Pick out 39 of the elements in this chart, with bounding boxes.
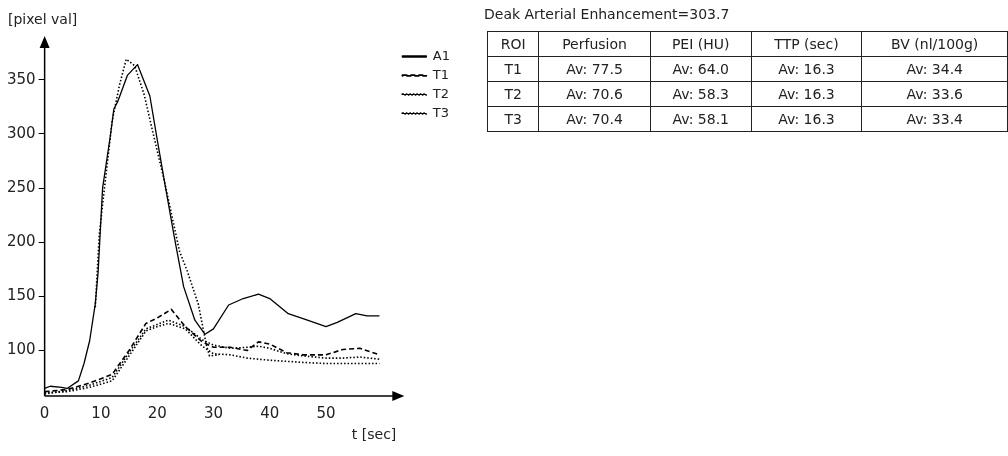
text: Av: 70.6 xyxy=(538,81,651,107)
x-tick-label: 0 xyxy=(39,403,50,422)
text: Deak Arterial Enhancement=303.7 xyxy=(484,6,731,22)
x-axis-title: t [sec] xyxy=(351,425,397,442)
legend-label: T1 xyxy=(431,66,450,82)
text: Av: 33.4 xyxy=(861,106,1008,132)
text: T1 xyxy=(487,56,539,82)
y-axis-title: [pixel val] xyxy=(8,11,78,27)
y-tick-label: 300 xyxy=(6,123,36,142)
text: Av: 58.3 xyxy=(650,81,752,107)
text: Av: 16.3 xyxy=(751,106,862,132)
text: T2 xyxy=(487,81,539,107)
x-tick-label: 50 xyxy=(316,403,336,422)
text: Av: 34.4 xyxy=(861,56,1008,82)
y-tick-label: 100 xyxy=(6,340,36,359)
y-tick-label: 350 xyxy=(6,69,36,88)
y-tick-label: 250 xyxy=(6,177,36,196)
x-tick-label: 10 xyxy=(91,403,111,422)
text: Av: 33.6 xyxy=(861,81,1008,107)
y-tick-label: 200 xyxy=(6,232,36,251)
category-label: TTP (sec) xyxy=(751,31,862,57)
category-label: BV (nl/100g) xyxy=(861,31,1008,57)
text: Av: 77.5 xyxy=(538,56,651,82)
legend-label: A1 xyxy=(432,47,451,63)
x-tick-label: 40 xyxy=(260,403,280,422)
text: Av: 64.0 xyxy=(650,56,752,82)
x-tick-label: 30 xyxy=(203,403,223,422)
legend-label: T2 xyxy=(431,85,450,101)
category-label: ROI xyxy=(487,31,539,57)
text: T3 xyxy=(487,106,539,132)
legend-label: T3 xyxy=(431,104,450,120)
text: Av: 16.3 xyxy=(751,81,862,107)
text: Av: 58.1 xyxy=(650,106,752,132)
y-tick-label: 150 xyxy=(6,286,36,305)
x-tick-label: 20 xyxy=(147,403,167,422)
text: Av: 70.4 xyxy=(538,106,651,132)
category-label: Perfusion xyxy=(538,31,651,57)
text: Av: 16.3 xyxy=(751,56,862,82)
category-label: PEI (HU) xyxy=(650,31,752,57)
